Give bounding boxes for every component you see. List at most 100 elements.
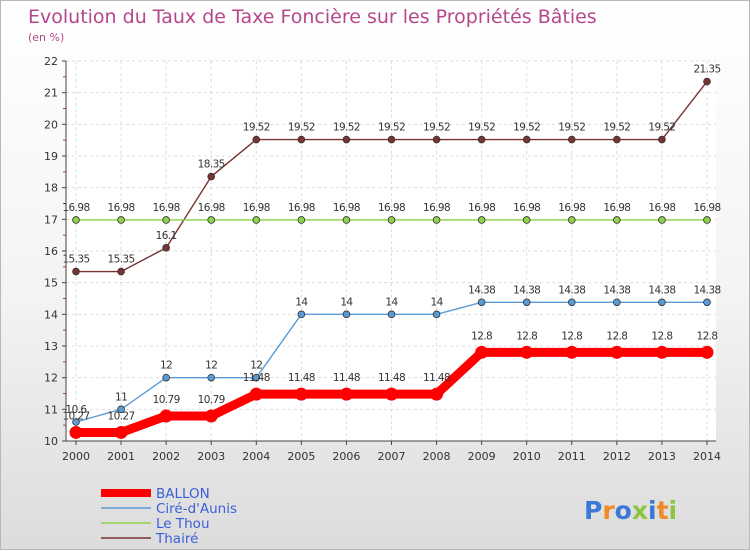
data-label: 12.8 (697, 330, 718, 342)
data-label: 15.35 (108, 254, 135, 266)
x-tick-label: 2011 (558, 450, 586, 463)
data-label: 11.48 (333, 372, 360, 384)
y-tick-label: 13 (44, 340, 58, 353)
data-label: 10.79 (198, 394, 225, 406)
data-point (72, 267, 80, 276)
x-tick-label: 2012 (603, 450, 631, 463)
data-point (567, 135, 576, 144)
data-point (567, 298, 576, 307)
x-tick-label: 2013 (648, 450, 676, 463)
data-point (387, 310, 396, 319)
x-tick-label: 2008 (423, 450, 451, 463)
y-tick-label: 18 (44, 182, 58, 195)
data-point (294, 387, 308, 401)
data-point (613, 135, 621, 144)
data-point (162, 244, 170, 252)
x-tick-label: 2001 (107, 450, 135, 463)
data-point (207, 373, 216, 382)
data-label: 18.35 (198, 159, 225, 171)
data-label: 16.98 (153, 202, 180, 214)
data-point (387, 135, 396, 144)
logo-letter: P (584, 496, 602, 525)
data-label: 16.98 (288, 202, 315, 214)
data-point (297, 135, 306, 144)
y-tick-label: 17 (44, 213, 58, 226)
data-label: 10.27 (62, 410, 89, 422)
data-label: 10.27 (108, 410, 135, 422)
x-tick-label: 2007 (378, 450, 406, 463)
data-label: 12 (160, 360, 172, 372)
data-label: 14 (340, 296, 353, 308)
data-point (207, 172, 216, 181)
data-label: 19.52 (513, 122, 540, 134)
data-point (162, 216, 170, 224)
data-label: 19.52 (378, 122, 405, 134)
data-label: 12.8 (471, 330, 492, 342)
logo-letter: x (632, 496, 648, 525)
x-tick-label: 2002 (152, 450, 180, 463)
data-label: 11.48 (423, 372, 450, 384)
y-tick-label: 19 (44, 150, 58, 163)
data-label: 14 (295, 296, 308, 308)
data-label: 12.8 (651, 330, 672, 342)
legend-label-1: Ciré-d'Aunis (156, 501, 237, 517)
data-label: 19.52 (468, 122, 495, 134)
y-tick-label: 14 (44, 308, 58, 321)
data-label: 14.38 (603, 284, 630, 296)
data-label: 11 (115, 391, 127, 403)
data-point (159, 409, 173, 423)
data-label: 19.52 (423, 122, 450, 134)
data-label: 12.8 (561, 330, 582, 342)
data-label: 16.98 (243, 202, 270, 214)
data-point (613, 216, 621, 224)
logo-letter: i (648, 496, 657, 525)
x-tick-label: 2005 (287, 450, 315, 463)
data-point (658, 216, 666, 224)
data-point (114, 425, 128, 439)
data-label: 16.98 (558, 202, 585, 214)
data-label: 16.98 (333, 202, 360, 214)
data-label: 16.98 (62, 202, 89, 214)
x-tick-label: 2004 (242, 450, 270, 463)
data-point (342, 216, 351, 224)
data-label: 14.38 (648, 284, 675, 296)
x-tick-label: 2009 (468, 450, 496, 463)
y-tick-label: 10 (44, 435, 58, 448)
proxiti-logo: Proxiti (584, 496, 677, 525)
data-label: 19.52 (648, 122, 675, 134)
data-point (69, 425, 83, 439)
y-tick-label: 16 (44, 245, 58, 258)
chart-subtitle: (en %) (28, 31, 64, 44)
data-point (432, 216, 441, 224)
data-label: 11.48 (378, 372, 405, 384)
data-point (252, 216, 261, 224)
data-point (477, 216, 486, 224)
data-label: 19.52 (603, 122, 630, 134)
data-point (72, 418, 80, 426)
data-label: 14 (430, 296, 443, 308)
data-point (655, 345, 669, 359)
data-label: 16.98 (693, 202, 720, 214)
data-point (387, 216, 396, 224)
logo-letter: t (657, 496, 669, 525)
data-point (72, 216, 80, 224)
y-tick-label: 11 (44, 403, 58, 416)
data-point (703, 77, 711, 86)
logo-letter: i (669, 496, 678, 525)
x-tick-label: 2010 (513, 450, 541, 463)
data-point (297, 310, 306, 319)
data-label: 15.35 (62, 254, 89, 266)
data-label: 19.52 (333, 122, 360, 134)
data-point (342, 135, 351, 144)
data-label: 16.98 (468, 202, 495, 214)
data-point (117, 216, 125, 224)
data-point (522, 216, 531, 224)
x-tick-label: 2003 (197, 450, 225, 463)
data-point (117, 405, 125, 414)
data-point (610, 345, 624, 359)
data-point (162, 373, 170, 382)
x-tick-label: 2014 (693, 450, 721, 463)
data-label: 19.52 (558, 122, 585, 134)
